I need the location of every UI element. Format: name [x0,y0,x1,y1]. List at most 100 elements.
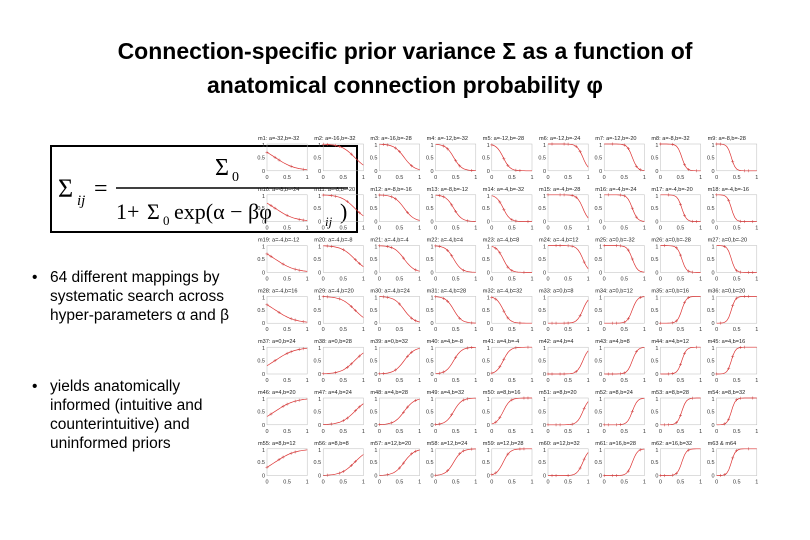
panel-marker [666,193,670,197]
panel-marker [466,346,470,350]
tick-label: 0 [659,327,662,333]
panel-marker [410,164,414,168]
panel-label: m48: a=4,b=28 [370,390,408,396]
panel-marker [325,142,329,146]
tick-label: 0.5 [452,429,460,435]
tick-label: 0 [603,378,606,384]
tick-label: 0.5 [677,175,685,181]
tick-label: 1 [755,480,758,486]
panel-marker [442,370,446,374]
panel-frame [491,143,533,172]
panel-curve [266,304,308,323]
panel-frame [435,194,477,222]
panel-label: m38: a=0,b=28 [314,339,352,345]
panel-label: m56: a=8,b=8 [314,441,349,447]
panel-marker [582,457,586,461]
tick-label: 1 [530,378,533,384]
tick-label: 1 [643,429,646,435]
panel-marker [329,194,333,198]
tick-label: 1 [374,346,377,352]
panel-marker [518,321,522,325]
panel-marker [554,423,558,427]
panel-marker [277,310,281,314]
panel-frame [603,143,645,172]
panel-curve [379,143,420,170]
tick-label: 0.5 [733,226,741,232]
tick-label: 0.5 [538,409,546,415]
tick-label: 0.5 [396,175,404,181]
tick-label: 1 [431,194,434,200]
tick-label: 0 [374,270,377,276]
panel-frame [322,296,364,324]
panel-label: m58: a=12,b=24 [427,441,468,447]
tick-label: 1 [474,429,477,435]
tick-label: 0.5 [370,409,378,415]
panel-marker [550,321,554,325]
panel-marker [349,463,353,467]
tick-label: 0.5 [283,276,291,282]
tick-label: 0.5 [620,378,628,384]
panel-marker [498,200,502,204]
tick-label: 1 [487,245,490,251]
panel-marker [341,248,345,252]
panel-label: m50: a=8,b=16 [483,390,521,396]
panel-curve [323,143,364,166]
panel-marker [301,167,305,171]
tick-label: 0.5 [396,327,404,333]
tick-label: 1 [306,276,309,282]
panel-marker [751,220,755,224]
tick-label: 0.5 [707,155,715,161]
tick-label: 0 [378,276,381,282]
tick-label: 0.5 [707,409,715,415]
tick-label: 0 [546,175,549,181]
panel-frame [379,194,420,222]
tick-label: 0.5 [314,460,322,466]
tick-label: 1 [474,327,477,333]
tick-label: 0.5 [564,276,572,282]
tick-label: 1 [474,175,477,181]
tick-label: 0 [712,169,715,175]
panel-marker [353,308,357,312]
tick-label: 0 [659,175,662,181]
panel-marker [446,147,450,151]
panel-curve [716,346,757,375]
panel-marker [277,458,281,462]
tick-label: 0 [546,429,549,435]
panel-marker [626,248,630,252]
panel-marker [562,372,566,376]
panel-label: m45: a=4,b=16 [708,339,746,345]
tick-label: 0.5 [396,276,404,282]
tick-label: 0.5 [283,175,291,181]
tick-label: 1 [712,397,715,403]
panel-marker [550,474,554,478]
panel-marker [666,372,670,376]
tick-label: 0 [490,480,493,486]
title-line: Connection-specific prior variance Σ as … [117,38,693,64]
panel-frame [491,346,533,375]
panel-marker [506,316,510,320]
tick-label: 0 [431,169,434,175]
tick-label: 0.5 [283,327,291,333]
panel-curve [435,143,476,172]
tick-label: 0.5 [538,155,546,161]
panel-marker [518,447,522,451]
panel-label: m24: a=-4,b=12 [539,238,579,244]
panel-marker [514,219,518,223]
panel-marker [614,321,618,325]
tick-label: 1 [318,448,321,454]
panel-marker [345,199,349,203]
panel-marker [333,194,337,198]
tick-label: 1 [599,245,602,251]
panel-marker [289,164,293,168]
tick-label: 0 [546,480,549,486]
panel-marker [602,423,606,427]
tick-label: 0.5 [508,226,516,232]
tick-label: 0.5 [595,460,603,466]
tick-label: 0 [546,276,549,282]
tick-label: 0.5 [564,175,572,181]
tick-label: 0.5 [508,429,516,435]
panel-label: m46: a=4,b=20 [258,390,296,396]
